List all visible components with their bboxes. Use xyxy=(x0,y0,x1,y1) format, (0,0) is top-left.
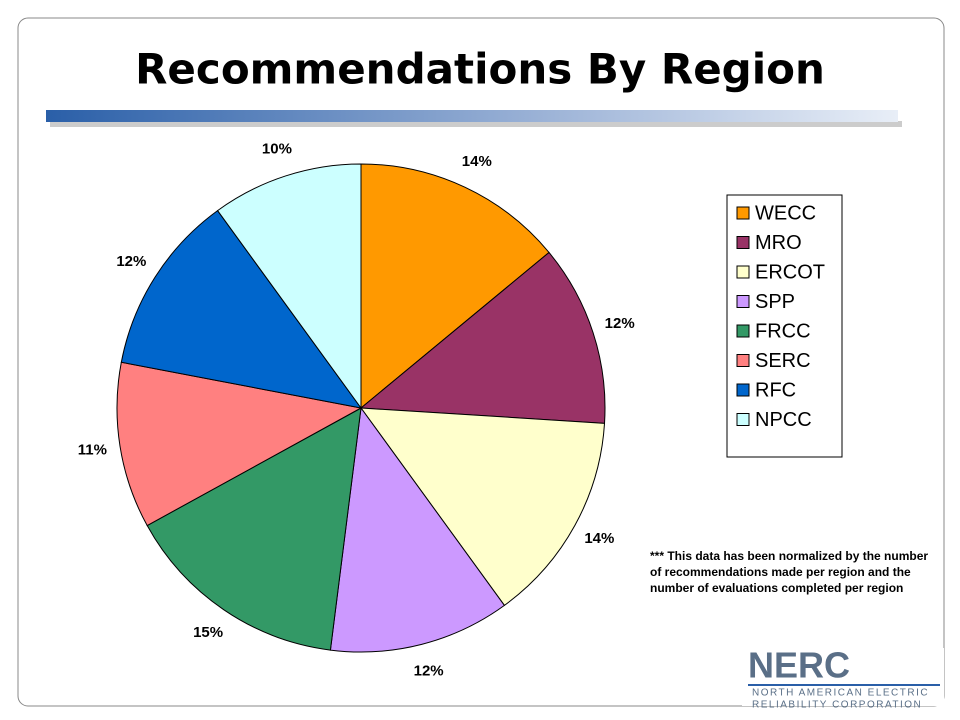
legend-label: NPCC xyxy=(755,409,812,431)
legend-swatch xyxy=(736,383,750,397)
data-label: 11% xyxy=(78,442,107,459)
pie-slice xyxy=(359,407,606,607)
data-label: 14% xyxy=(584,530,614,547)
legend-label: FRCC xyxy=(755,320,811,342)
legend-label: SERC xyxy=(755,350,811,372)
logo-line: RELIABILITY CORPORATION xyxy=(752,700,922,711)
legend-swatch xyxy=(736,265,750,279)
title-bar xyxy=(46,110,898,122)
legend-label: ERCOT xyxy=(755,261,825,283)
pie-slice xyxy=(216,163,362,410)
legend-swatch xyxy=(736,236,750,249)
legend-label: RFC xyxy=(755,379,796,401)
data-label: 12% xyxy=(116,253,146,270)
legend-swatch xyxy=(736,324,750,338)
logo-line: NORTH AMERICAN ELECTRIC xyxy=(752,688,929,699)
data-label: 14% xyxy=(462,153,492,170)
legend-swatch xyxy=(736,206,750,220)
data-label: 15% xyxy=(193,624,223,641)
pie-slice xyxy=(120,209,363,409)
data-label: 12% xyxy=(414,662,444,679)
legend-label: WECC xyxy=(755,202,816,224)
chart-title: Recommendations By Region xyxy=(135,45,825,94)
logo-name: NERC xyxy=(748,645,850,686)
pie-slice xyxy=(360,163,550,410)
legend-label: MRO xyxy=(755,232,802,254)
legend-label: SPP xyxy=(755,291,795,313)
pie-slice xyxy=(329,406,506,653)
data-label: 10% xyxy=(262,140,292,157)
title-bar-shadow xyxy=(50,121,902,127)
legend-swatch xyxy=(736,413,750,426)
note: *** This data has been normalized by the… xyxy=(650,549,929,595)
pie-slice xyxy=(146,407,362,651)
logo-rule xyxy=(748,684,940,686)
logo: NERC NORTH AMERICAN ELECTRIC RELIABILITY… xyxy=(742,645,944,711)
legend-swatch xyxy=(736,295,750,308)
legend-swatch xyxy=(736,354,750,367)
data-label: 12% xyxy=(605,315,635,332)
slide-frame xyxy=(17,17,945,707)
pie-slice xyxy=(359,251,606,424)
pie-slice xyxy=(116,361,363,527)
logo-bg xyxy=(742,648,944,706)
